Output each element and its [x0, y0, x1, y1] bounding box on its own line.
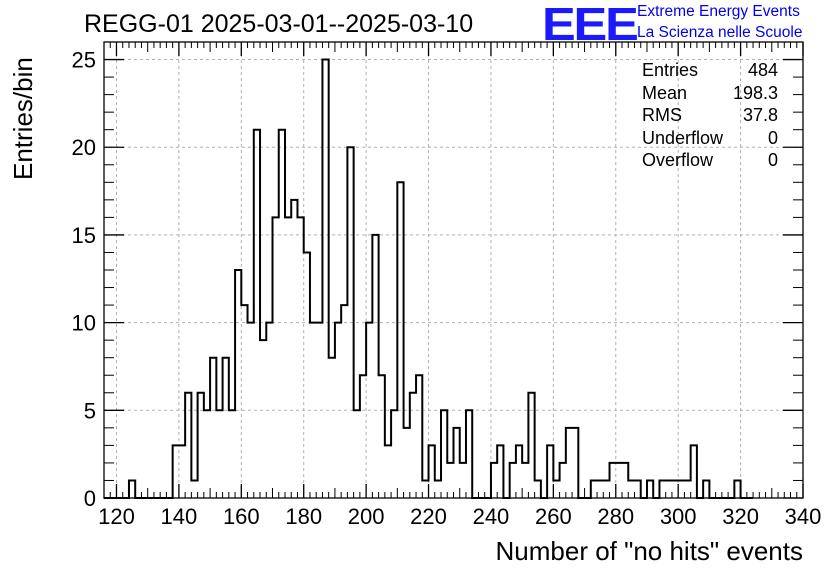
- stat-label: RMS: [642, 105, 682, 125]
- stat-row-overflow: Overflow 0: [642, 150, 778, 173]
- x-tick-label: 140: [161, 504, 198, 529]
- stat-value: 0: [767, 127, 778, 148]
- y-tick-label: 20: [72, 135, 96, 160]
- stat-value: 37.8: [742, 105, 778, 125]
- logo-line-1: Extreme Energy Events: [637, 3, 800, 20]
- y-tick-label: 5: [84, 398, 96, 423]
- x-tick-label: 340: [785, 504, 822, 529]
- stat-value: 198.3: [732, 82, 778, 103]
- stat-label: Overflow: [642, 150, 714, 170]
- x-tick-label: 260: [535, 504, 572, 529]
- y-tick-label: 0: [84, 486, 96, 511]
- stat-value: 0: [767, 150, 778, 170]
- stat-row-underflow: Underflow 0: [642, 128, 778, 151]
- stat-row-rms: RMS 37.8: [642, 105, 778, 128]
- axis-ticks: [103, 41, 804, 499]
- stat-row-entries: Entries 484: [642, 60, 778, 83]
- stat-row-mean: Mean 198.3: [642, 83, 778, 106]
- x-axis-label: Number of "no hits" events: [495, 536, 804, 566]
- y-axis-label: Entries/bin: [8, 57, 38, 180]
- stat-label: Underflow: [642, 127, 724, 148]
- chart-title: REGG-01 2025-03-01--2025-03-10: [84, 10, 474, 38]
- stat-label: Entries: [642, 60, 699, 80]
- eee-logo-mark: EEE: [542, 0, 639, 50]
- stat-label: Mean: [642, 82, 688, 103]
- stats-box: Entries 484 Mean 198.3 RMS 37.8 Underflo…: [642, 60, 778, 173]
- grid-lines: [104, 42, 804, 499]
- histogram-outline: [104, 58, 754, 499]
- x-tick-label: 320: [722, 504, 759, 529]
- x-tick-label: 240: [473, 504, 510, 529]
- x-tick-label: 180: [285, 504, 322, 529]
- x-tick-label: 160: [223, 504, 260, 529]
- x-tick-label: 120: [98, 504, 135, 529]
- x-tick-label: 220: [410, 504, 447, 529]
- tick-labels: 120 140 160 180 200 220 240 260 280 300 320 3400510…: [72, 48, 822, 529]
- stat-value: 484: [747, 60, 778, 80]
- y-tick-label: 25: [72, 48, 96, 73]
- x-tick-label: 200: [348, 504, 385, 529]
- logo-line-2: La Scienza nelle Scuole: [637, 24, 803, 41]
- x-tick-label: 280: [597, 504, 634, 529]
- y-tick-label: 15: [72, 223, 96, 248]
- y-tick-label: 10: [72, 311, 96, 336]
- x-tick-label: 300: [660, 504, 697, 529]
